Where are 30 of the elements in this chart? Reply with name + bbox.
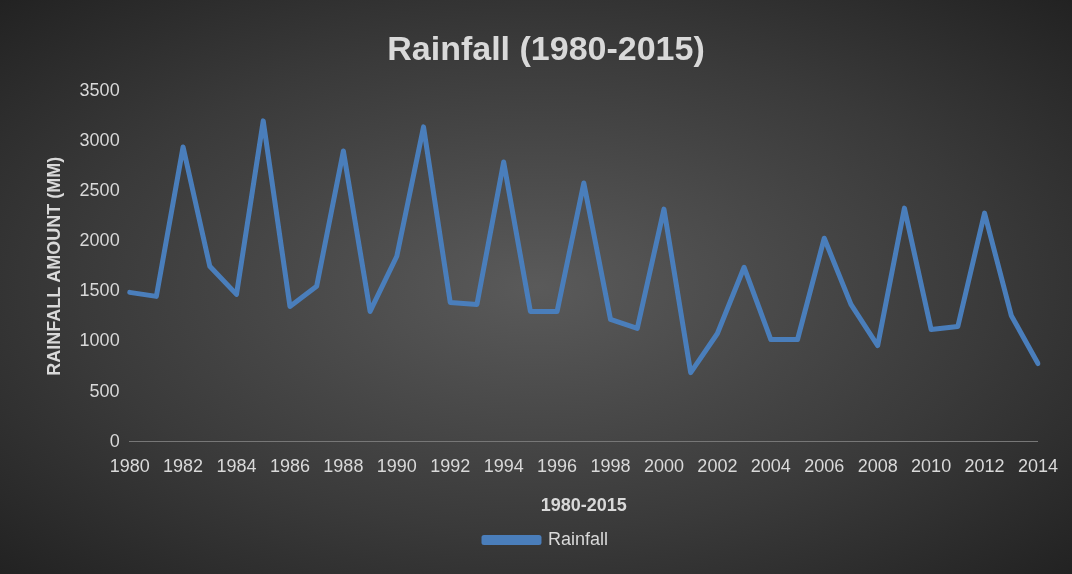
x-tick-label: 2012: [964, 455, 1005, 476]
y-tick-label: 1000: [79, 330, 120, 351]
y-tick-label: 3500: [79, 79, 120, 100]
x-tick-label: 2010: [911, 455, 952, 476]
y-tick-label: 2000: [79, 230, 120, 251]
x-tick-label: 1996: [537, 455, 578, 476]
x-tick-label: 2008: [857, 455, 898, 476]
y-axis-title: RAINFALL AMOUNT (MM): [43, 156, 64, 376]
x-tick-label: 1998: [590, 455, 631, 476]
x-tick-label: 2006: [804, 455, 845, 476]
x-tick-label: 1982: [163, 455, 204, 476]
x-tick-label: 2004: [750, 455, 791, 476]
x-tick-label: 1984: [216, 455, 257, 476]
x-tick-label: 2000: [643, 455, 684, 476]
y-tick-label: 1500: [79, 280, 120, 301]
y-tick-label: 500: [89, 380, 120, 401]
x-tick-label: 1994: [483, 455, 524, 476]
x-tick-label: 1992: [430, 455, 471, 476]
chart-title: Rainfall (1980-2015): [387, 28, 705, 67]
x-tick-label: 2014: [1017, 455, 1058, 476]
x-tick-label: 2002: [697, 455, 738, 476]
x-tick-label: 1990: [376, 455, 417, 476]
legend-label: Rainfall: [547, 528, 609, 549]
y-tick-label: 0: [109, 430, 120, 451]
x-tick-label: 1988: [323, 455, 364, 476]
x-tick-label: 1980: [109, 455, 150, 476]
y-tick-label: 3000: [79, 129, 120, 150]
x-tick-label: 1986: [269, 455, 310, 476]
y-tick-label: 2500: [79, 180, 120, 201]
x-axis-title: 1980-2015: [540, 495, 627, 516]
